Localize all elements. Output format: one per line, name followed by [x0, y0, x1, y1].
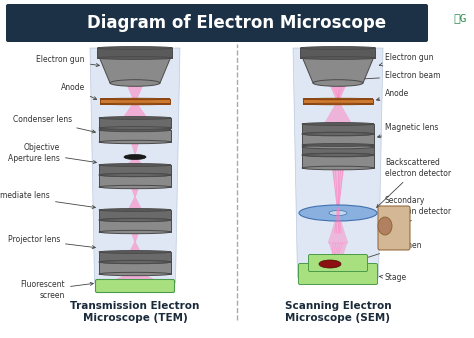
- Ellipse shape: [99, 173, 171, 177]
- Ellipse shape: [99, 164, 171, 166]
- Polygon shape: [302, 124, 374, 134]
- Polygon shape: [329, 83, 347, 98]
- Text: Secondary
electron detector: Secondary electron detector: [385, 196, 451, 222]
- FancyBboxPatch shape: [309, 255, 367, 271]
- Ellipse shape: [99, 174, 171, 176]
- Polygon shape: [100, 99, 170, 104]
- Ellipse shape: [98, 50, 173, 56]
- Polygon shape: [301, 48, 375, 58]
- Ellipse shape: [100, 98, 170, 100]
- Polygon shape: [302, 145, 374, 155]
- Ellipse shape: [303, 98, 373, 100]
- Polygon shape: [302, 155, 374, 168]
- Ellipse shape: [302, 153, 374, 156]
- Text: Backscattered
electron detector: Backscattered electron detector: [377, 158, 451, 208]
- Polygon shape: [121, 157, 149, 171]
- Text: Intermediate lens: Intermediate lens: [0, 192, 95, 209]
- Polygon shape: [301, 53, 375, 83]
- Polygon shape: [125, 197, 145, 216]
- Ellipse shape: [301, 50, 375, 56]
- Polygon shape: [99, 252, 171, 262]
- Ellipse shape: [302, 153, 374, 157]
- Text: Specimen: Specimen: [354, 241, 422, 262]
- Polygon shape: [90, 48, 180, 283]
- Text: Anode: Anode: [376, 90, 409, 101]
- Text: Scanning Electron
Microscope (SEM): Scanning Electron Microscope (SEM): [285, 301, 392, 323]
- Ellipse shape: [329, 211, 347, 216]
- Text: Electron gun: Electron gun: [379, 53, 434, 66]
- Polygon shape: [302, 134, 374, 147]
- Ellipse shape: [98, 47, 173, 49]
- Polygon shape: [108, 274, 163, 283]
- Ellipse shape: [99, 218, 171, 222]
- Ellipse shape: [302, 132, 374, 136]
- Ellipse shape: [302, 123, 374, 125]
- Ellipse shape: [99, 219, 171, 221]
- Ellipse shape: [98, 56, 173, 59]
- Ellipse shape: [301, 47, 375, 49]
- Text: Projector lens: Projector lens: [8, 236, 95, 249]
- Ellipse shape: [99, 117, 171, 119]
- Ellipse shape: [99, 230, 171, 234]
- Text: Electron gun: Electron gun: [36, 55, 100, 67]
- Polygon shape: [131, 187, 139, 197]
- Ellipse shape: [100, 103, 170, 105]
- Text: Objective
Aperture lens: Objective Aperture lens: [8, 143, 96, 164]
- Ellipse shape: [99, 260, 171, 264]
- Polygon shape: [328, 213, 348, 243]
- Text: Fluorescent
screen: Fluorescent screen: [20, 280, 93, 300]
- Text: Anode: Anode: [61, 83, 97, 99]
- Ellipse shape: [299, 205, 377, 221]
- Polygon shape: [131, 232, 139, 242]
- Text: Stage: Stage: [379, 273, 407, 283]
- Polygon shape: [126, 83, 144, 98]
- Ellipse shape: [124, 154, 146, 160]
- Polygon shape: [303, 99, 373, 104]
- Polygon shape: [99, 175, 171, 187]
- FancyBboxPatch shape: [6, 4, 428, 42]
- Ellipse shape: [302, 132, 374, 136]
- Ellipse shape: [99, 250, 171, 254]
- Ellipse shape: [319, 260, 341, 268]
- Text: ᗑG: ᗑG: [453, 13, 467, 23]
- Polygon shape: [99, 210, 171, 220]
- Ellipse shape: [99, 140, 171, 144]
- Ellipse shape: [302, 145, 374, 149]
- Ellipse shape: [99, 127, 171, 129]
- Polygon shape: [98, 48, 173, 58]
- Polygon shape: [332, 168, 344, 208]
- Text: Condenser lens: Condenser lens: [13, 116, 95, 133]
- Ellipse shape: [99, 209, 171, 211]
- Polygon shape: [293, 48, 383, 278]
- Polygon shape: [319, 104, 357, 133]
- Polygon shape: [99, 118, 171, 128]
- Ellipse shape: [99, 272, 171, 276]
- Ellipse shape: [301, 56, 375, 59]
- Polygon shape: [117, 104, 153, 126]
- Polygon shape: [98, 53, 173, 83]
- Ellipse shape: [302, 166, 374, 170]
- Polygon shape: [99, 130, 171, 142]
- Ellipse shape: [303, 103, 373, 105]
- Polygon shape: [329, 243, 347, 265]
- Text: Diagram of Electron Microscope: Diagram of Electron Microscope: [87, 14, 387, 32]
- Polygon shape: [131, 142, 139, 154]
- Ellipse shape: [313, 80, 363, 86]
- FancyBboxPatch shape: [378, 206, 410, 250]
- FancyBboxPatch shape: [95, 280, 174, 292]
- Text: Transmission Electron
Microscope (TEM): Transmission Electron Microscope (TEM): [70, 301, 200, 323]
- Text: Electron beam: Electron beam: [348, 72, 440, 81]
- Ellipse shape: [99, 128, 171, 132]
- Ellipse shape: [378, 217, 392, 235]
- Ellipse shape: [302, 144, 374, 146]
- Polygon shape: [126, 242, 144, 258]
- Polygon shape: [99, 220, 171, 232]
- Text: Magnetic lens: Magnetic lens: [378, 123, 438, 138]
- Ellipse shape: [99, 261, 171, 263]
- Polygon shape: [99, 165, 171, 175]
- Ellipse shape: [110, 80, 160, 86]
- FancyBboxPatch shape: [299, 264, 377, 285]
- Polygon shape: [99, 262, 171, 274]
- Ellipse shape: [99, 185, 171, 189]
